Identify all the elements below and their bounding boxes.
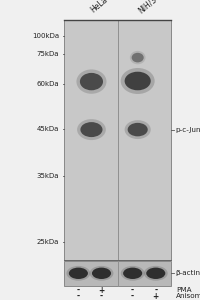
Ellipse shape <box>66 266 90 281</box>
Text: 45kDa: 45kDa <box>37 126 59 132</box>
Ellipse shape <box>124 120 150 139</box>
Ellipse shape <box>91 268 111 279</box>
Ellipse shape <box>145 268 165 279</box>
Ellipse shape <box>127 123 147 136</box>
Text: +: + <box>98 286 104 295</box>
Ellipse shape <box>89 266 113 281</box>
Text: 25kDa: 25kDa <box>37 239 59 245</box>
Ellipse shape <box>120 266 144 281</box>
Bar <box>64 20 170 260</box>
Text: NIH/3T3: NIH/3T3 <box>136 0 165 15</box>
Ellipse shape <box>122 268 142 279</box>
Ellipse shape <box>68 268 88 279</box>
Text: -: - <box>76 286 80 295</box>
Ellipse shape <box>80 122 102 137</box>
Ellipse shape <box>76 69 106 94</box>
Text: 35kDa: 35kDa <box>37 172 59 178</box>
Text: 75kDa: 75kDa <box>37 51 59 57</box>
Ellipse shape <box>79 73 103 90</box>
Ellipse shape <box>77 119 105 140</box>
Text: 60kDa: 60kDa <box>36 81 59 87</box>
Ellipse shape <box>120 68 154 94</box>
Text: Anisomycin: Anisomycin <box>175 293 200 299</box>
Ellipse shape <box>129 51 145 64</box>
Ellipse shape <box>131 53 143 62</box>
Text: -: - <box>130 286 134 295</box>
Text: +: + <box>152 292 158 300</box>
Text: β-actin: β-actin <box>175 270 200 276</box>
Text: p-c-Jun-T93: p-c-Jun-T93 <box>175 127 200 133</box>
Ellipse shape <box>143 266 167 281</box>
Bar <box>64 261 170 286</box>
Text: 100kDa: 100kDa <box>32 33 59 39</box>
Text: -: - <box>99 292 103 300</box>
Text: -: - <box>130 292 134 300</box>
Text: -: - <box>76 292 80 300</box>
Text: PMA: PMA <box>175 287 191 293</box>
Text: -: - <box>153 286 157 295</box>
Text: HeLa: HeLa <box>88 0 109 15</box>
Ellipse shape <box>124 72 150 90</box>
